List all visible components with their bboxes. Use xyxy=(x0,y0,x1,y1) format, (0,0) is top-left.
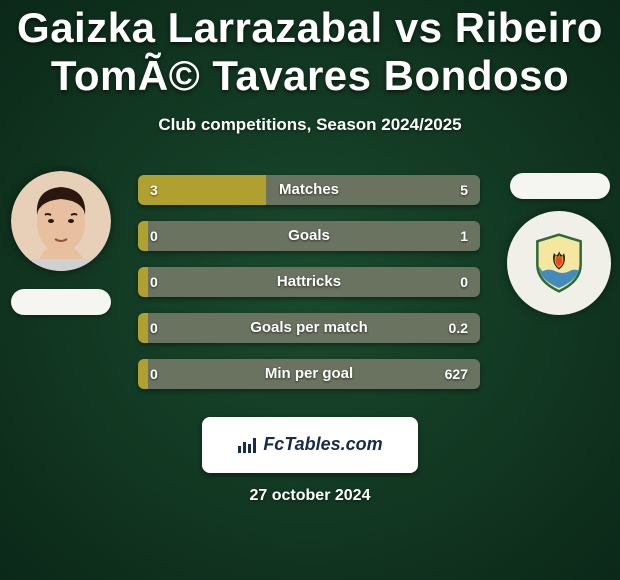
content-row: 3Matches50Goals10Hattricks00Goals per ma… xyxy=(0,165,620,405)
player-left-column xyxy=(6,171,116,315)
stat-label: Goals per match xyxy=(138,313,480,343)
stat-label: Matches xyxy=(138,175,480,205)
stat-row: 0Min per goal627 xyxy=(138,359,480,389)
stat-value-right: 5 xyxy=(460,175,468,205)
player-right-club-pill xyxy=(510,173,610,199)
page-title: Gaizka Larrazabal vs Ribeiro TomÃ© Tavar… xyxy=(0,4,620,101)
player-right-column xyxy=(504,171,614,315)
stats-table: 3Matches50Goals10Hattricks00Goals per ma… xyxy=(138,175,480,405)
title-player1: Gaizka Larrazabal xyxy=(17,4,383,51)
footer-date: 27 october 2024 xyxy=(0,487,620,505)
player-left-avatar xyxy=(11,171,111,271)
club-badge-icon xyxy=(529,233,589,293)
stat-label: Goals xyxy=(138,221,480,251)
source-badge-text: FcTables.com xyxy=(237,434,382,455)
stat-row: 3Matches5 xyxy=(138,175,480,205)
source-label: FcTables.com xyxy=(263,434,382,455)
player-right-avatar xyxy=(507,211,611,315)
stat-row: 0Goals1 xyxy=(138,221,480,251)
stat-value-right: 627 xyxy=(445,359,468,389)
stat-row: 0Hattricks0 xyxy=(138,267,480,297)
stat-label: Min per goal xyxy=(138,359,480,389)
title-vs: vs xyxy=(395,4,443,51)
bars-icon xyxy=(237,436,259,454)
player-left-club-pill xyxy=(11,289,111,315)
subtitle: Club competitions, Season 2024/2025 xyxy=(0,115,620,135)
stat-value-right: 1 xyxy=(460,221,468,251)
comparison-card: Gaizka Larrazabal vs Ribeiro TomÃ© Tavar… xyxy=(0,0,620,580)
stat-value-right: 0 xyxy=(460,267,468,297)
source-badge: FcTables.com xyxy=(202,417,418,473)
stat-label: Hattricks xyxy=(138,267,480,297)
stat-value-right: 0.2 xyxy=(449,313,468,343)
stat-row: 0Goals per match0.2 xyxy=(138,313,480,343)
